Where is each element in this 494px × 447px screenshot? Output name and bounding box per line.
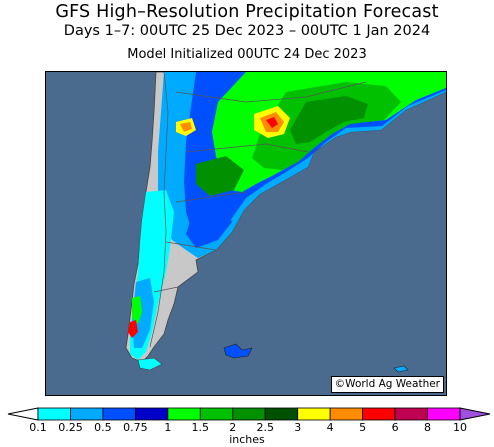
precip-2-east (290, 96, 368, 144)
northern-border (175, 81, 367, 103)
precipitation-map: ©World Ag Weather (45, 71, 447, 396)
scale-arrow-low (7, 407, 39, 421)
forecast-period: Days 1–7: 00UTC 25 Dec 2023 – 00UTC 1 Ja… (63, 23, 431, 39)
scale-tick-label: 2.5 (256, 421, 274, 434)
precipitation-shading (128, 72, 446, 360)
scale-tick-label: 3 (294, 421, 302, 434)
scale-tick-label: 2 (229, 421, 237, 434)
precip-2-band (196, 156, 244, 196)
scale-tick-label: 6 (391, 421, 399, 434)
scale-swatch (102, 407, 136, 421)
scale-arrow-high (459, 407, 491, 421)
falkland-islands (223, 343, 253, 359)
scale-tick-label: 10 (453, 421, 467, 434)
precip-0.5-central (186, 200, 232, 248)
tierra-del-fuego (137, 357, 163, 371)
scale-units: inches (229, 433, 265, 446)
scale-tick-label: 5 (359, 421, 367, 434)
scale-tick-label: 1 (164, 421, 172, 434)
scale-tick-label: 1.5 (191, 421, 210, 434)
scale-tick-label: 8 (424, 421, 432, 434)
province-line-c (165, 241, 217, 251)
scale-swatch (70, 407, 104, 421)
map-title: GFS High–Resolution Precipitation Foreca… (55, 2, 439, 22)
chile-argentina-border (149, 72, 169, 348)
precip-1-patagonia (132, 296, 142, 324)
model-init-time: Model Initialized 00UTC 24 Dec 2023 (127, 47, 367, 62)
south-georgia (393, 365, 409, 373)
scale-tick-label: 4 (326, 421, 334, 434)
province-line-b (175, 191, 247, 203)
scale-swatch (37, 407, 71, 421)
scale-tick-label: 0.75 (123, 421, 148, 434)
color-scale (7, 407, 491, 421)
scale-swatch (297, 407, 331, 421)
scale-swatch (427, 407, 461, 421)
scale-swatch (199, 407, 234, 421)
scale-swatch (329, 407, 364, 421)
scale-swatch (394, 407, 428, 421)
province-line-a (185, 143, 309, 153)
precip-4-central (180, 122, 192, 132)
precip-5-patagonia (128, 320, 138, 338)
precip-5-core (266, 117, 278, 128)
scale-swatch (167, 407, 201, 421)
credit-label: ©World Ag Weather (330, 376, 444, 393)
scale-swatch (134, 407, 169, 421)
scale-tick-label: 0.25 (58, 421, 83, 434)
admin-boundaries (149, 72, 367, 348)
scale-swatch (362, 407, 396, 421)
scale-tick-label: 0.1 (29, 421, 47, 434)
scale-swatch (264, 407, 299, 421)
province-line-d (153, 286, 179, 293)
map-canvas (46, 72, 446, 395)
scale-tick-label: 0.5 (94, 421, 112, 434)
scale-swatch (232, 407, 266, 421)
